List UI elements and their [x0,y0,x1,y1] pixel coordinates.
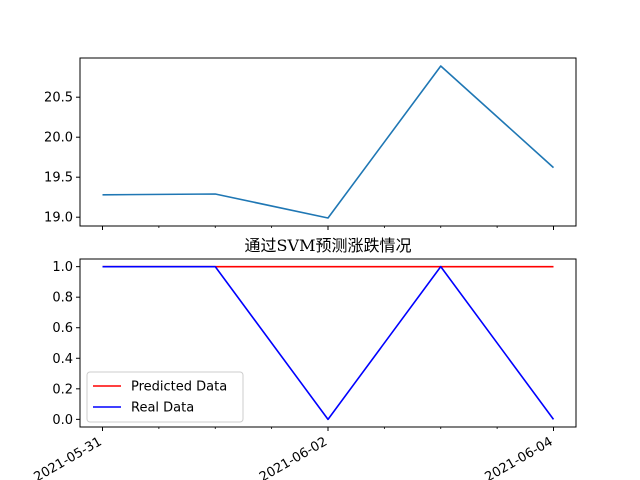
y-tick-label: 0.2 [52,382,73,397]
y-tick-label: 1.0 [52,260,73,275]
y-tick-label: 20.0 [44,131,73,146]
y-tick-label: 0.4 [52,352,73,367]
y-tick-label: 19.0 [44,211,73,226]
x-tick-label: 2021-06-02 [257,434,330,480]
y-tick-label: 0.6 [52,321,73,336]
legend-label-0: Predicted Data [131,380,227,395]
legend-label-1: Real Data [131,401,194,416]
bottom-subplot: 0.0 0.2 0.4 0.6 0.8 1.0 2021-05-31 2021-06-02 20… [32,258,577,480]
legend: Predicted Data Real Data [86,371,244,423]
y-tick-label: 0.8 [52,291,73,306]
x-tick-label: 2021-05-31 [32,434,105,480]
bottom-subplot-title: 通过SVM预测涨跌情况 [245,236,412,255]
y-tick-label: 20.5 [44,91,73,106]
x-tick-label: 2021-06-04 [483,434,556,480]
plot-frame [79,57,577,227]
series-line-1 [102,265,555,421]
series-line-0 [102,65,555,219]
y-tick-label: 19.5 [44,171,73,186]
y-tick-label: 0.0 [52,413,73,428]
top-subplot: 19.0 19.5 20.0 20.5 [44,57,577,230]
legend-box [86,371,244,423]
